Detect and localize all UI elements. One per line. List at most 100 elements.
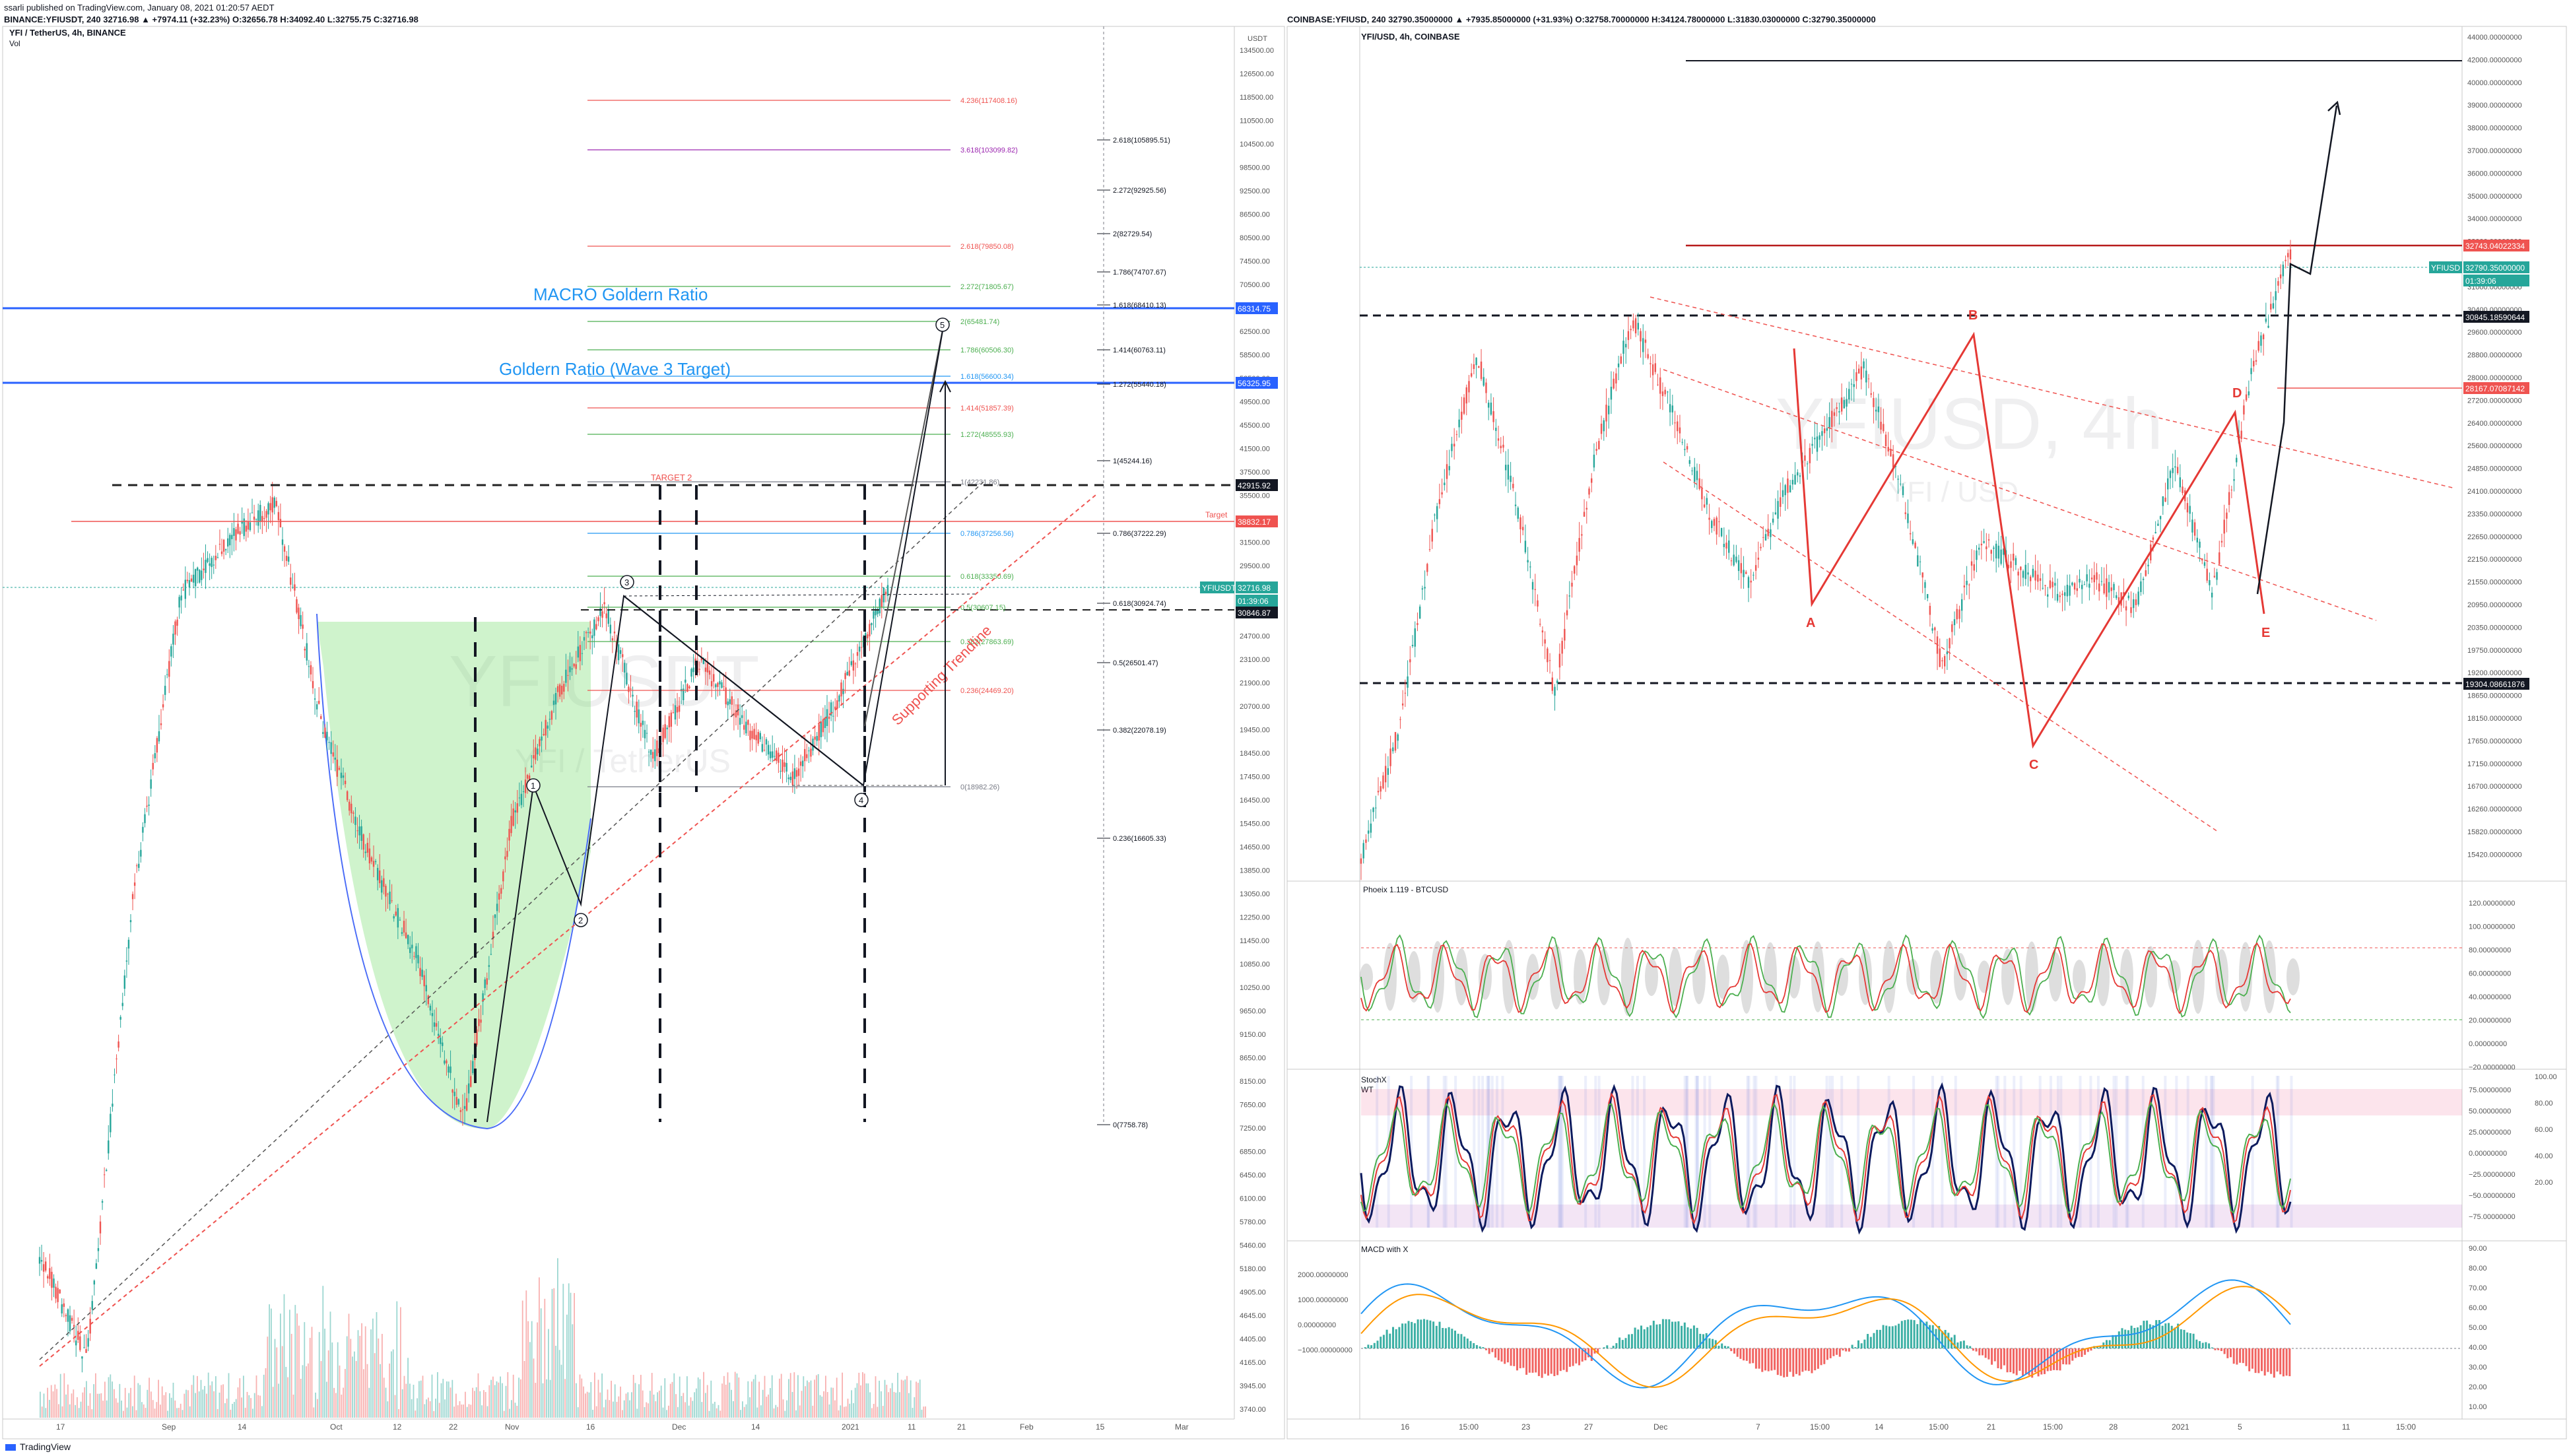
stoch-bg-bar [1995,1076,1998,1228]
volume-bar [52,1391,54,1418]
left-candle-body [678,705,681,712]
left-candle-body [370,857,373,862]
macd-hist-bar [2143,1321,2145,1348]
macd-hist-bar [2205,1342,2207,1348]
left-candle-body [482,993,484,1002]
left-candle-body [261,515,263,521]
abcde-label: E [2261,626,2270,640]
left-plot: YFI / TetherUS, 4h, BINANCEVolYFIUSDTYFI… [3,26,1278,1432]
volume-bar [788,1379,789,1418]
right-candle-body [2039,578,2042,581]
left-candle-body [607,609,609,624]
left-candle-body [417,954,419,964]
right-candle-body [2270,304,2272,310]
left-candle-body [431,1013,434,1016]
right-candle-body [1960,599,1963,611]
left-candle-body [848,670,850,676]
macd-hist-bar [1891,1326,1894,1348]
volume-bar [269,1304,270,1418]
right-candle-body [1480,361,1483,380]
right-candle-body [2140,581,2142,593]
macd-hist-bar [2075,1348,2077,1358]
volume-bar [161,1386,163,1418]
right-price-label: 22150.00000000 [2467,556,2522,564]
left-candle-body [79,1336,81,1350]
right-candle-body [1875,409,1877,412]
left-candle-body [787,778,789,779]
left-candle-body [215,555,217,560]
right-candle-body [1708,517,1710,520]
left-candle-body [330,742,332,754]
volume-bar [95,1373,96,1418]
macd-hist-bar [2068,1348,2071,1365]
stoch-red [1360,1092,2291,1225]
volume-bar [592,1409,593,1418]
left-candle-body [133,882,136,886]
right-candle-body [1718,521,1720,523]
macd-hist-bar [1935,1329,1937,1348]
stoch-scale-label: 25.00000000 [2469,1129,2511,1137]
left-candle-body [854,663,857,665]
volume-bar [646,1402,648,1418]
volume-bar [398,1408,399,1418]
left-candle-body [782,759,784,772]
left-candle-body [372,861,375,867]
cup-fill-region [317,622,591,1129]
right-candle-body [2010,561,2012,568]
left-time-label: Feb [1020,1422,1034,1432]
left-candle-body [294,584,296,591]
macd-hist-bar [1547,1348,1549,1376]
right-candle-body [1863,361,1865,369]
left-price-label: 23100.00 [1240,656,1270,664]
right-candle-body [1399,719,1401,720]
phoenix-scale-label: 100.00000000 [2469,923,2515,931]
volume-bar [65,1394,67,1418]
volume-bar [409,1383,411,1418]
right-price-label: 28800.00000000 [2467,352,2522,360]
volume-bar [271,1308,272,1418]
right-candle-body [1737,560,1740,572]
macd-hist-bar [1692,1325,1695,1348]
macd-hist-bar [1776,1348,1779,1375]
left-candle-body [140,849,142,857]
volume-bar [401,1389,403,1418]
phoenix-blob [1811,941,1824,1012]
macd-hist-bar [1376,1340,1379,1348]
right-price-label: 42000.00000000 [2467,56,2522,64]
left-candle-body [747,719,749,725]
fib1-label: 0.236(24469.20) [960,687,1014,695]
volume-bar [701,1402,703,1418]
volume-bar [729,1382,731,1418]
volume-bar [309,1337,311,1418]
left-candle-body [158,731,160,742]
volume-bar [805,1386,806,1418]
left-candle-body [279,519,282,528]
volume-bar [655,1401,657,1418]
volume-bar [923,1406,925,1418]
volume-bar [842,1372,843,1418]
volume-bar [200,1379,202,1418]
right-candle-body [1448,466,1450,471]
macd-hist-bar [1469,1340,1472,1348]
volume-bar [717,1405,719,1418]
left-candle-body [457,1099,460,1105]
volume-bar [825,1375,826,1418]
left-candle-body [300,614,302,626]
macd-hist-bar [1634,1327,1636,1348]
macd-scale2-label: 60.00 [2469,1304,2487,1312]
stoch-bg-bar [1501,1076,1504,1228]
volume-bar [793,1372,795,1418]
left-candle-body [535,747,537,760]
macd-hist-bar [1640,1325,1642,1348]
left-candle-body [561,686,563,695]
right-candle-body [1591,478,1593,483]
volume-bar [112,1381,113,1418]
right-candle-body [1696,471,1698,480]
right-candle-body [1519,517,1521,530]
right-candle-body [1846,399,1848,407]
right-projection-arrow [2256,105,2338,595]
left-price-label: 104500.00 [1240,141,1274,149]
macd-hist-bar [1392,1327,1394,1348]
volume-bar [812,1405,814,1418]
